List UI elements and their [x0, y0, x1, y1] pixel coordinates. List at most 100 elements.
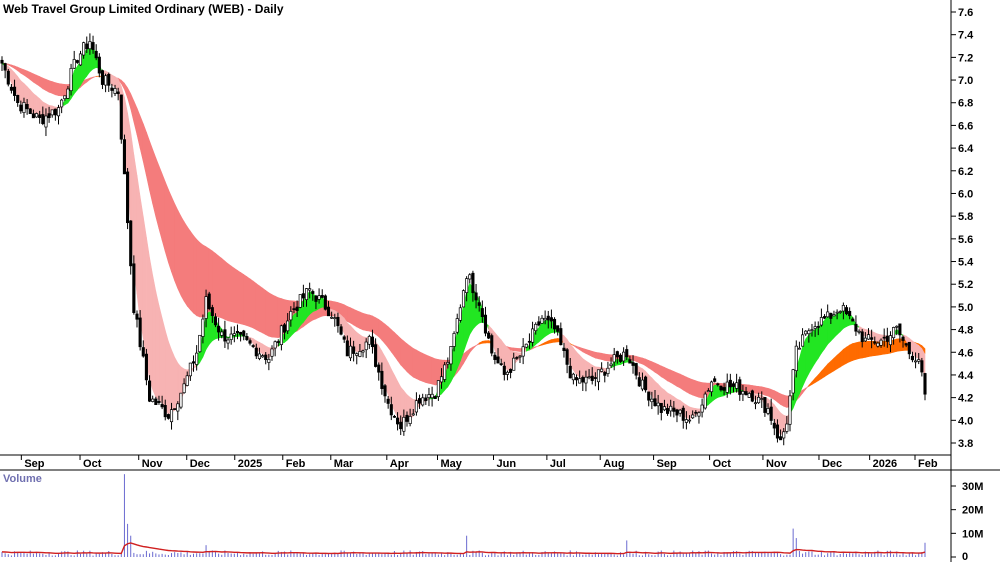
candle-body: [644, 376, 648, 391]
price-tick-label: 4.6: [958, 347, 973, 359]
candle-body: [308, 288, 312, 291]
band-segment: [682, 375, 687, 393]
band-segment: [350, 307, 354, 326]
candle-body: [474, 292, 478, 301]
price-tick-label: 4.2: [958, 393, 973, 405]
band-segment: [274, 295, 279, 338]
candle-body: [0, 59, 4, 64]
candle-body: [600, 368, 604, 372]
candle-body: [6, 70, 10, 85]
band-segment: [193, 234, 197, 317]
candle-body: [355, 353, 359, 356]
band-segment: [865, 340, 869, 358]
band-segment: [833, 354, 838, 372]
month-axis-ticks: Sep Oct Nov Dec 2025 Feb Mar Apr May Jun Jul Aug Sep…: [20, 455, 938, 470]
candle-body: [348, 345, 353, 359]
price-tick-label: 6.4: [958, 143, 974, 155]
candle-body: [534, 323, 538, 332]
candle-body: [549, 317, 553, 322]
candle-body: [436, 380, 440, 398]
candle-body: [531, 328, 535, 343]
candle-body: [198, 334, 202, 353]
candle-body: [16, 94, 20, 103]
candle-body: [640, 379, 644, 390]
candle-body: [719, 385, 723, 391]
candle-body: [841, 305, 845, 312]
candle-body: [182, 383, 186, 394]
candle-body: [672, 407, 676, 412]
candle-body: [571, 373, 575, 381]
candle-body: [876, 342, 880, 347]
month-tick-label: Sep: [24, 458, 44, 470]
candle-body: [662, 406, 666, 411]
candle-body: [110, 87, 114, 91]
candle-body: [700, 404, 704, 413]
band-segment: [227, 263, 232, 323]
band-segment: [252, 280, 257, 331]
candle-body: [518, 355, 522, 358]
band-segment: [839, 348, 844, 368]
candle-body: [562, 347, 566, 351]
band-segment: [215, 252, 219, 318]
band-segment: [764, 387, 769, 397]
band-segment: [676, 372, 681, 389]
candle-body: [829, 312, 833, 319]
candle-body: [826, 311, 830, 318]
candle-body: [920, 360, 924, 373]
candle-body: [816, 326, 820, 328]
band-segment: [510, 347, 515, 352]
candle-body: [201, 318, 205, 337]
candle-body: [248, 340, 252, 344]
candle-body: [336, 316, 340, 327]
chart-title: Web Travel Group Limited Ordinary (WEB) …: [3, 2, 284, 16]
candle-body: [317, 295, 321, 300]
candle-body: [207, 293, 211, 310]
candle-body: [392, 415, 396, 418]
candle-body: [917, 359, 921, 362]
candle-body: [3, 63, 7, 71]
candle-body: [339, 326, 343, 335]
candle-body: [888, 335, 893, 346]
volume-axis-ticks: 30M 20M 10M 0: [951, 481, 983, 562]
band-segment: [180, 215, 185, 302]
candle-body: [273, 341, 277, 349]
candle-body: [578, 378, 582, 384]
candle-body: [870, 337, 874, 340]
candle-body: [659, 402, 663, 413]
band-segment: [387, 326, 392, 353]
candle-body: [179, 392, 183, 408]
candle-body: [675, 409, 679, 416]
candle-body: [210, 307, 214, 317]
candle-body: [540, 317, 544, 324]
candle-body: [301, 293, 305, 299]
band-segment: [692, 379, 697, 397]
band-segment: [51, 81, 56, 96]
band-segment: [412, 347, 417, 380]
candle-body: [449, 346, 453, 365]
candle-body: [119, 94, 123, 140]
band-segment: [657, 363, 662, 378]
month-tick-label: Sep: [657, 458, 677, 470]
candle-body: [832, 314, 836, 317]
candle-body: [461, 290, 466, 308]
band-segment: [595, 351, 599, 360]
candle-body: [364, 341, 368, 351]
candle-body: [622, 351, 626, 362]
band-segment: [513, 347, 518, 352]
band-segment: [601, 352, 606, 361]
candle-body: [220, 331, 224, 336]
candle-body: [213, 316, 218, 326]
volume-average-line: [1, 542, 926, 555]
candle-body: [135, 313, 139, 320]
candle-body: [389, 404, 393, 416]
band-segment: [378, 318, 383, 341]
candle-body: [304, 288, 309, 300]
band-segment: [783, 394, 788, 408]
candle-body: [217, 325, 221, 333]
candle-body: [631, 362, 635, 366]
band-segment: [598, 352, 602, 360]
band-segment: [136, 175, 141, 321]
candle-body: [25, 104, 29, 110]
candle-body: [458, 307, 462, 321]
candle-body: [85, 43, 89, 50]
